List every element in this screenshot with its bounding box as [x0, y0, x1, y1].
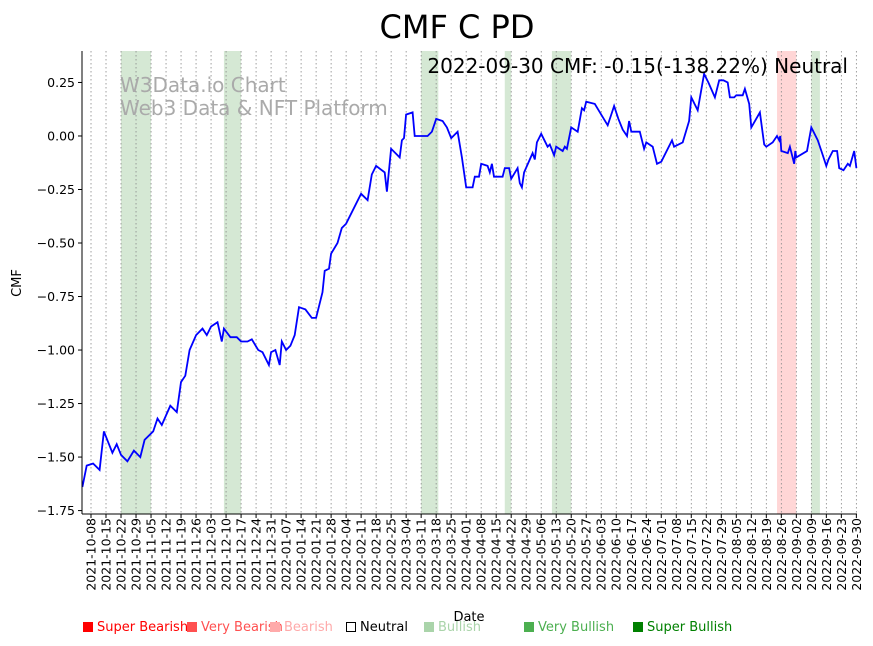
x-tick-label: 2022-08-19 — [759, 518, 774, 591]
x-tick-label: 2021-12-17 — [234, 518, 249, 591]
x-tick-label: 2022-04-08 — [474, 518, 489, 591]
chart-title: CMF C PD — [380, 8, 535, 46]
latest-value-annotation: 2022-09-30 CMF: -0.15(-138.22%) Neutral — [427, 54, 848, 78]
cmf-series-line — [81, 71, 858, 488]
x-tick-label: 2022-09-16 — [819, 518, 834, 591]
x-tick-label: 2021-11-26 — [189, 518, 204, 591]
x-tick-label: 2022-05-13 — [549, 518, 564, 591]
x-tick-label: 2022-02-11 — [354, 518, 369, 591]
x-tick-label: 2022-08-12 — [744, 518, 759, 591]
legend-item-bullish: Bullish — [424, 620, 481, 635]
x-tick-label: 2021-12-31 — [264, 518, 279, 591]
y-tick-label: −1.00 — [37, 343, 75, 358]
y-tick-label: −1.50 — [37, 450, 75, 465]
legend-swatch — [187, 622, 197, 632]
x-tick-label: 2022-06-17 — [624, 518, 639, 591]
legend-swatch — [346, 622, 356, 632]
legend-swatch — [270, 622, 280, 632]
x-tick-label: 2022-07-08 — [669, 518, 684, 591]
legend-swatch — [524, 622, 534, 632]
x-tick-label: 2021-11-12 — [159, 518, 174, 591]
x-tick-label: 2022-06-10 — [609, 518, 624, 591]
region-bullish — [223, 51, 242, 514]
x-tick-label: 2021-11-05 — [144, 518, 159, 591]
x-tick-label: 2022-03-11 — [414, 518, 429, 591]
y-tick-label: −0.25 — [37, 182, 75, 197]
x-tick-label: 2022-05-27 — [579, 518, 594, 591]
x-tick-label: 2021-10-15 — [99, 518, 114, 591]
region-bullish — [551, 51, 572, 514]
watermark-line-2: Web3 Data & NFT Platform — [120, 96, 388, 120]
x-tick-label: 2022-06-03 — [594, 518, 609, 591]
x-tick-label: 2022-07-22 — [699, 518, 714, 591]
y-tick-label: −1.25 — [37, 396, 75, 411]
region-bearish — [777, 51, 797, 514]
x-tick-label: 2021-12-10 — [219, 518, 234, 591]
x-tick-label: 2021-10-08 — [84, 518, 99, 591]
x-tick-label: 2022-07-29 — [714, 518, 729, 591]
x-tick-label: 2022-05-06 — [534, 518, 549, 591]
x-tick-label: 2022-01-07 — [279, 518, 294, 591]
x-tick-label: 2022-02-25 — [384, 518, 399, 591]
legend-item-super-bearish: Super Bearish — [83, 620, 188, 635]
x-tick-label: 2021-12-24 — [249, 518, 264, 591]
x-tick-label: 2021-10-29 — [129, 518, 144, 591]
x-tick-label: 2022-04-22 — [504, 518, 519, 591]
legend-label: Bearish — [284, 620, 333, 635]
y-tick-label: 0.00 — [47, 128, 75, 143]
y-tick-label: −0.75 — [37, 289, 75, 304]
x-tick-label: 2022-01-21 — [309, 518, 324, 591]
x-tick-label: 2022-08-05 — [729, 518, 744, 591]
x-tick-label: 2022-07-15 — [684, 518, 699, 591]
region-bullish — [504, 51, 512, 514]
legend-item-very-bullish: Very Bullish — [524, 620, 614, 635]
y-tick-label: −0.50 — [37, 236, 75, 251]
x-tick-label: 2022-09-09 — [804, 518, 819, 591]
x-tick-label: 2022-09-30 — [849, 518, 864, 591]
x-tick-label: 2022-05-20 — [564, 518, 579, 591]
x-tick-label: 2022-01-28 — [324, 518, 339, 591]
x-tick-label: 2021-11-19 — [174, 518, 189, 591]
x-tick-label: 2022-03-25 — [444, 518, 459, 591]
x-tick-label: 2022-01-14 — [294, 518, 309, 591]
legend-label: Very Bearish — [201, 620, 283, 635]
legend-swatch — [83, 622, 93, 632]
legend-label: Super Bearish — [97, 620, 189, 635]
legend-label: Very Bullish — [538, 620, 615, 635]
x-tick-label: 2022-04-15 — [489, 518, 504, 591]
x-tick-label: 2021-10-22 — [114, 518, 129, 591]
x-tick-label: 2022-03-18 — [429, 518, 444, 591]
legend-swatch — [424, 622, 434, 632]
legend-swatch — [633, 622, 643, 632]
legend-item-very-bearish: Very Bearish — [187, 620, 283, 635]
x-tick-label: 2021-12-03 — [204, 518, 219, 591]
x-tick-label: 2022-08-26 — [774, 518, 789, 591]
x-tick-label: 2022-09-23 — [834, 518, 849, 591]
x-tick-label: 2022-04-01 — [459, 518, 474, 591]
y-tick-label: 0.25 — [47, 75, 75, 90]
y-tick-label: −1.75 — [37, 503, 75, 518]
x-tick-label: 2022-04-29 — [519, 518, 534, 591]
region-bullish — [811, 51, 820, 514]
legend-label: Super Bullish — [647, 620, 733, 635]
legend-item-super-bullish: Super Bullish — [633, 620, 732, 635]
x-tick-label: 2022-03-04 — [399, 518, 414, 591]
x-axis-label: Date — [453, 610, 484, 625]
x-tick-label: 2022-02-04 — [339, 518, 354, 591]
y-axis-label: CMF — [10, 269, 25, 297]
watermark-line-1: W3Data.io Chart — [120, 73, 286, 97]
legend-label: Neutral — [360, 620, 408, 635]
x-tick-label: 2022-02-18 — [369, 518, 384, 591]
legend-item-bearish: Bearish — [270, 620, 333, 635]
legend-label: Bullish — [438, 620, 482, 635]
region-bullish — [421, 51, 439, 514]
x-tick-label: 2022-07-01 — [654, 518, 669, 591]
x-tick-label: 2022-06-24 — [639, 518, 654, 591]
x-tick-label: 2022-09-02 — [789, 518, 804, 591]
legend-item-neutral: Neutral — [346, 620, 408, 635]
